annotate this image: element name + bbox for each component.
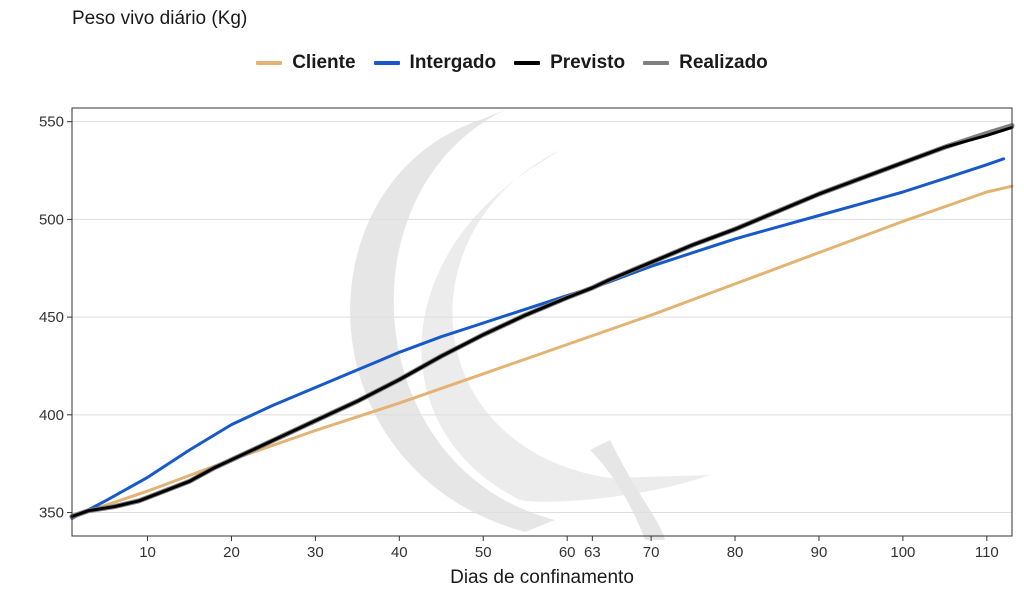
x-tick-label-50: 50 <box>475 544 492 561</box>
legend-label-previsto: Previsto <box>550 52 626 73</box>
y-tick-label-400: 400 <box>39 407 64 424</box>
x-tick-label-63: 63 <box>584 544 601 561</box>
legend-label-cliente: Cliente <box>292 52 356 73</box>
legend-item-intergado: Intergado <box>373 52 497 74</box>
y-tick-label-550: 550 <box>39 114 64 131</box>
chart-title: Peso vivo diário (Kg) <box>72 8 248 29</box>
legend-label-realizado: Realizado <box>679 52 768 73</box>
y-tick-label-350: 350 <box>39 505 64 522</box>
series-lines <box>69 123 1015 520</box>
x-tick-label-110: 110 <box>975 544 999 561</box>
legend-key-realizado <box>643 61 670 65</box>
legend-item-cliente: Cliente <box>256 52 356 74</box>
legend: Cliente Intergado Previsto Realizado <box>0 52 1024 74</box>
x-tick-label-30: 30 <box>307 544 324 561</box>
x-tick-label-90: 90 <box>811 544 828 561</box>
x-tick-label-60: 60 <box>559 544 576 561</box>
watermark-logo <box>350 110 710 540</box>
x-axis: 10 20 30 40 50 60 63 70 80 90 100 110 <box>139 536 999 561</box>
series-line-previsto <box>70 126 1014 518</box>
legend-item-realizado: Realizado <box>643 52 768 74</box>
x-axis-title: Dias de confinamento <box>450 567 634 588</box>
x-tick-label-40: 40 <box>391 544 408 561</box>
gridlines <box>72 121 1012 514</box>
x-tick-label-10: 10 <box>139 544 156 561</box>
y-tick-label-450: 450 <box>39 309 64 326</box>
plot-panel-border <box>71 107 1013 537</box>
legend-key-cliente <box>256 61 283 65</box>
legend-label-intergado: Intergado <box>409 52 497 73</box>
y-axis: 350 400 450 500 550 <box>39 114 72 522</box>
legend-key-previsto <box>514 61 541 65</box>
legend-key-intergado <box>373 61 400 65</box>
y-tick-label-500: 500 <box>39 211 64 228</box>
legend-item-previsto: Previsto <box>514 52 625 74</box>
x-tick-label-20: 20 <box>223 544 240 561</box>
x-tick-label-100: 100 <box>890 544 915 561</box>
x-tick-label-80: 80 <box>727 544 744 561</box>
x-tick-label-70: 70 <box>643 544 660 561</box>
